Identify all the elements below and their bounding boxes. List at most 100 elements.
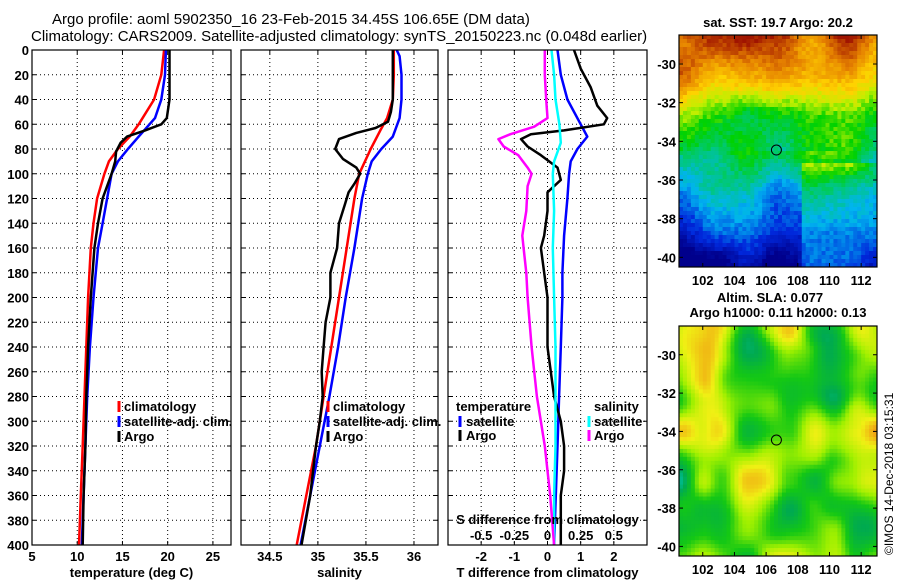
heatmap-cell bbox=[698, 159, 704, 164]
heatmap-cell bbox=[778, 349, 783, 355]
heatmap-cell bbox=[679, 191, 684, 196]
heatmap-cell bbox=[698, 55, 704, 60]
heatmap-cell bbox=[718, 259, 723, 264]
heatmap-cell bbox=[686, 452, 692, 458]
heatmap-cell bbox=[813, 95, 818, 100]
heatmap-cell bbox=[754, 413, 759, 418]
heatmap-cell bbox=[758, 175, 763, 180]
heatmap-cell bbox=[833, 377, 838, 382]
heatmap-cell bbox=[817, 421, 822, 426]
heatmap-cell bbox=[793, 263, 799, 268]
heatmap-cell bbox=[837, 425, 842, 430]
heatmap-cell bbox=[686, 63, 692, 68]
heatmap-cell bbox=[789, 251, 795, 256]
heatmap-cell bbox=[861, 107, 866, 112]
heatmap-cell bbox=[722, 444, 727, 450]
heatmap-cell bbox=[686, 373, 692, 378]
heatmap-cell bbox=[778, 413, 783, 418]
heatmap-cell bbox=[805, 460, 811, 466]
heatmap-cell bbox=[682, 187, 688, 192]
heatmap-cell bbox=[793, 199, 799, 204]
map-x-tick-label: 108 bbox=[787, 273, 809, 288]
heatmap-cell bbox=[829, 441, 834, 446]
heatmap-cell bbox=[679, 393, 684, 398]
heatmap-cell bbox=[857, 115, 862, 120]
heatmap-cell bbox=[817, 373, 822, 378]
heatmap-cell bbox=[781, 91, 787, 96]
heatmap-cell bbox=[793, 211, 799, 216]
heatmap-cell bbox=[682, 417, 688, 422]
heatmap-cell bbox=[746, 75, 751, 80]
heatmap-cell bbox=[774, 255, 779, 260]
heatmap-cell bbox=[825, 405, 830, 410]
heatmap-cell bbox=[801, 35, 807, 40]
heatmap-cell bbox=[762, 123, 767, 128]
heatmap-cell bbox=[845, 413, 850, 418]
heatmap-cell bbox=[861, 95, 866, 100]
heatmap-cell bbox=[817, 456, 822, 462]
heatmap-cell bbox=[679, 425, 684, 430]
heatmap-cell bbox=[679, 203, 684, 208]
heatmap-cell bbox=[869, 263, 874, 268]
heatmap-cell bbox=[714, 135, 719, 140]
heatmap-cell bbox=[718, 361, 723, 367]
heatmap-cell bbox=[845, 239, 850, 244]
heatmap-cell bbox=[758, 147, 763, 152]
heatmap-cell bbox=[698, 211, 704, 216]
heatmap-cell bbox=[781, 59, 787, 64]
heatmap-cell bbox=[730, 397, 735, 402]
heatmap-cell bbox=[690, 456, 696, 462]
heatmap-cell bbox=[718, 247, 723, 252]
heatmap-cell bbox=[726, 127, 731, 132]
heatmap-cell bbox=[718, 39, 723, 44]
heatmap-cell bbox=[758, 179, 763, 184]
heatmap-cell bbox=[734, 345, 739, 351]
heatmap-cell bbox=[781, 179, 787, 184]
heatmap-cell bbox=[750, 39, 755, 44]
heatmap-cell bbox=[746, 51, 751, 56]
heatmap-cell bbox=[865, 143, 870, 148]
heatmap-cell bbox=[718, 183, 723, 188]
heatmap-cell bbox=[714, 263, 719, 268]
heatmap-cell bbox=[825, 441, 830, 446]
heatmap-cell bbox=[742, 349, 747, 355]
heatmap-cell bbox=[734, 203, 739, 208]
heatmap-cell bbox=[805, 393, 811, 398]
heatmap-cell bbox=[857, 87, 862, 92]
heatmap-cell bbox=[785, 239, 791, 244]
heatmap-cell bbox=[770, 159, 775, 164]
heatmap-cell bbox=[682, 191, 688, 196]
heatmap-cell bbox=[746, 71, 751, 76]
heatmap-cell bbox=[698, 119, 704, 124]
heatmap-cell bbox=[758, 191, 763, 196]
heatmap-cell bbox=[698, 199, 704, 204]
heatmap-cell bbox=[774, 207, 779, 212]
heatmap-cell bbox=[778, 231, 783, 236]
heatmap-cell bbox=[679, 111, 684, 116]
heatmap-cell bbox=[801, 247, 807, 252]
heatmap-cell bbox=[778, 219, 783, 224]
heatmap-cell bbox=[861, 337, 866, 343]
heatmap-cell bbox=[781, 71, 787, 76]
heatmap-cell bbox=[722, 231, 727, 236]
heatmap-cell bbox=[682, 393, 688, 398]
heatmap-cell bbox=[706, 456, 712, 462]
heatmap-cell bbox=[706, 421, 712, 426]
heatmap-cell bbox=[865, 349, 870, 355]
heatmap-cell bbox=[742, 452, 747, 458]
heatmap-cell bbox=[679, 151, 684, 156]
heatmap-cell bbox=[734, 425, 739, 430]
heatmap-cell bbox=[734, 83, 739, 88]
heatmap-cell bbox=[706, 43, 712, 48]
heatmap-cell bbox=[825, 219, 830, 224]
heatmap-cell bbox=[821, 243, 826, 248]
heatmap-cell bbox=[873, 421, 878, 426]
heatmap-cell bbox=[873, 119, 878, 124]
heatmap-cell bbox=[698, 219, 704, 224]
heatmap-cell bbox=[853, 119, 858, 124]
heatmap-cell bbox=[837, 377, 842, 382]
heatmap-cell bbox=[797, 47, 803, 52]
heatmap-cell bbox=[742, 171, 747, 176]
heatmap-cell bbox=[797, 389, 803, 394]
heatmap-cell bbox=[837, 223, 842, 228]
